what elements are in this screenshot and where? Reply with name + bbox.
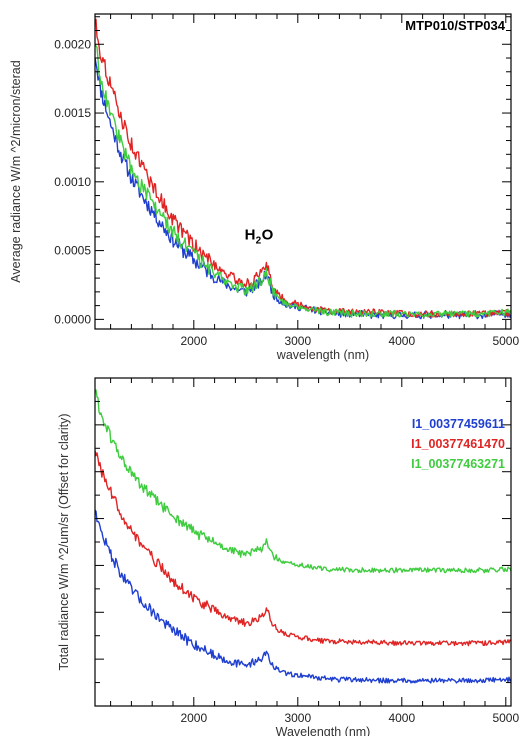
series-group (95, 389, 511, 684)
x-tick-label: 4000 (388, 711, 415, 725)
annotation-h: H (245, 227, 256, 244)
series-line-red (95, 450, 511, 647)
x-tick-label: 5000 (492, 711, 519, 725)
series-line-red (95, 18, 511, 318)
annotation-subscript: 2 (256, 236, 262, 247)
x-tick-label: 2000 (180, 334, 207, 348)
y-tick-label: 0.0010 (54, 175, 91, 189)
legend-entry-blue: I1_00377459611 (412, 417, 505, 431)
legend-entry-red: I1_00377461470 (411, 437, 505, 451)
chart-title: MTP010/STP034 (405, 18, 505, 33)
series-line-blue (95, 509, 511, 684)
annotation-o: O (262, 227, 274, 244)
x-tick-label: 3000 (284, 711, 311, 725)
series-line-green (95, 43, 511, 318)
y-tick-label: 0.0005 (54, 244, 91, 258)
y-tick-label: 0.0000 (54, 312, 91, 326)
x-axis-label: Wavelength (nm) (276, 725, 371, 736)
y-axis-label: Average radiance W/m ^2/micron/sterad (9, 60, 23, 282)
top-chart: 2000 3000 4000 5000 0.0000 0.0005 0.0010 0.0015… (9, 13, 519, 362)
series-line-blue (95, 57, 511, 320)
x-tick-label: 2000 (180, 711, 207, 725)
plot-frame (94, 13, 512, 330)
y-axis-label: Total radiance W/m ^2/um/sr (Offset for … (57, 413, 71, 670)
bottom-chart: 2000 3000 4000 5000 Wavelength (nm) Total rad… (57, 377, 519, 736)
y-tick-label: 0.0015 (54, 106, 91, 120)
x-tick-label: 5000 (492, 334, 519, 348)
y-tick-label: 0.0020 (54, 37, 91, 51)
x-axis-label: wavelength (nm) (276, 348, 369, 362)
x-tick-label: 4000 (388, 334, 415, 348)
legend-entry-green: I1_00377463271 (411, 457, 505, 471)
series-line-green (95, 389, 511, 574)
series-group (95, 18, 511, 320)
x-tick-label: 3000 (284, 334, 311, 348)
